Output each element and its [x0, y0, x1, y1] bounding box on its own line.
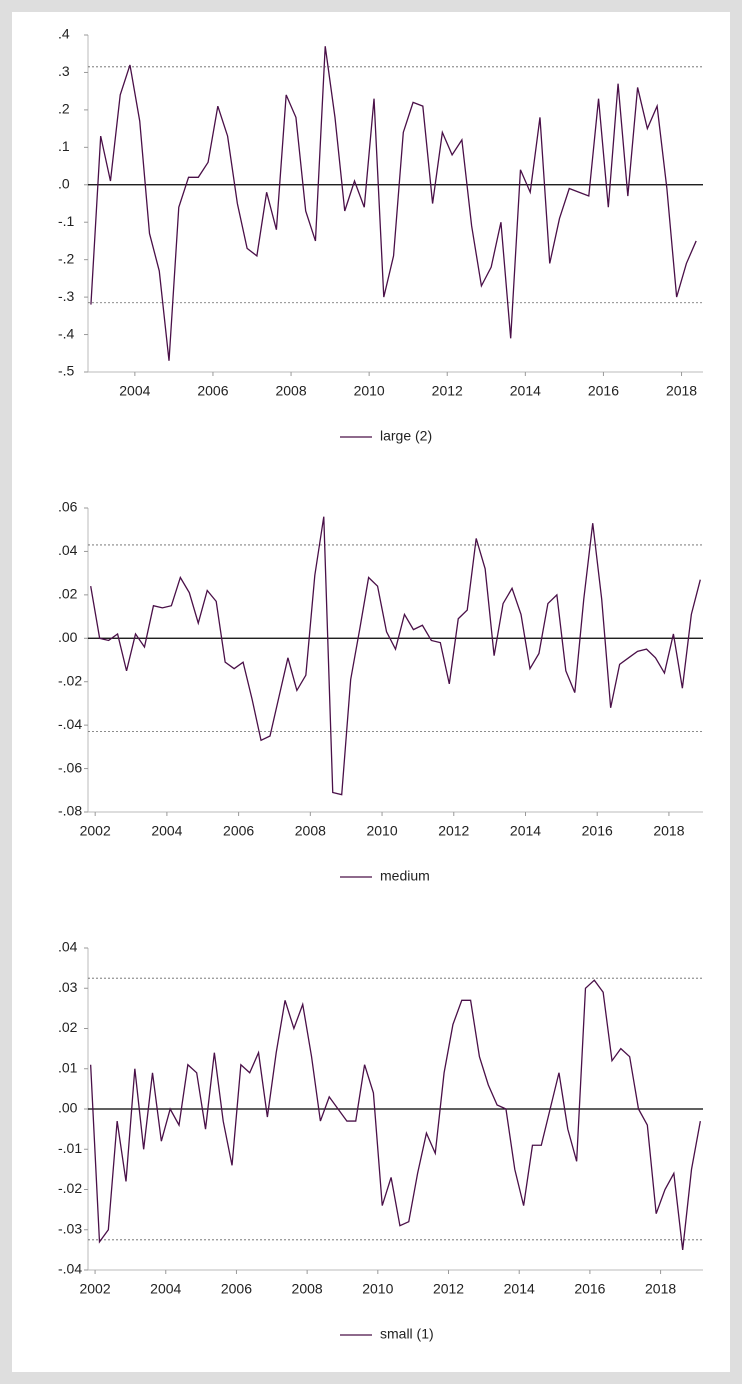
y-tick-label: .00: [58, 1100, 78, 1116]
y-tick-label: .00: [58, 629, 78, 645]
y-tick-label: .04: [58, 542, 78, 558]
x-tick-label: 2010: [366, 823, 397, 839]
x-tick-label: 2012: [433, 1281, 464, 1297]
legend-label: large (2): [380, 428, 432, 444]
y-tick-label: -.03: [58, 1220, 82, 1236]
y-tick-label: .04: [58, 939, 78, 955]
x-tick-label: 2004: [150, 1281, 181, 1297]
x-tick-label: 2016: [582, 823, 613, 839]
x-tick-label: 2018: [653, 823, 684, 839]
y-tick-label: .03: [58, 979, 78, 995]
series-line: [90, 46, 697, 361]
x-tick-label: 2010: [354, 383, 385, 399]
x-tick-label: 2004: [119, 383, 150, 399]
x-tick-label: 2006: [223, 823, 254, 839]
y-tick-label: -.5: [58, 363, 75, 379]
y-tick-label: -.06: [58, 759, 82, 775]
y-tick-label: .01: [58, 1059, 78, 1075]
x-tick-label: 2008: [295, 823, 326, 839]
x-tick-label: 2016: [588, 383, 619, 399]
legend-label: small (1): [380, 1326, 434, 1342]
series-line: [90, 516, 701, 796]
x-tick-label: 2008: [275, 383, 306, 399]
y-tick-label: -.1: [58, 213, 75, 229]
x-tick-label: 2014: [510, 823, 541, 839]
y-tick-label: .02: [58, 1019, 78, 1035]
y-tick-label: -.02: [58, 672, 82, 688]
y-tick-label: -.4: [58, 325, 75, 341]
y-tick-label: -.01: [58, 1140, 82, 1156]
x-tick-label: 2008: [292, 1281, 323, 1297]
y-tick-label: .02: [58, 586, 78, 602]
x-tick-label: 2004: [151, 823, 182, 839]
x-tick-label: 2002: [80, 823, 111, 839]
canvas: [12, 12, 730, 1372]
x-tick-label: 2016: [574, 1281, 605, 1297]
y-tick-label: .1: [58, 138, 70, 154]
x-tick-label: 2006: [221, 1281, 252, 1297]
y-tick-label: -.04: [58, 1261, 82, 1277]
y-tick-label: .06: [58, 499, 78, 515]
y-tick-label: -.04: [58, 716, 82, 732]
x-tick-label: 2012: [432, 383, 463, 399]
legend-label: medium: [380, 868, 430, 884]
y-tick-label: .2: [58, 101, 70, 117]
x-tick-label: 2010: [362, 1281, 393, 1297]
x-tick-label: 2006: [197, 383, 228, 399]
y-tick-label: -.2: [58, 250, 75, 266]
series-line: [90, 979, 701, 1250]
y-tick-label: -.08: [58, 803, 82, 819]
x-tick-label: 2014: [510, 383, 541, 399]
x-tick-label: 2018: [666, 383, 697, 399]
x-tick-label: 2014: [504, 1281, 535, 1297]
y-tick-label: .3: [58, 63, 70, 79]
x-tick-label: 2018: [645, 1281, 676, 1297]
y-tick-label: -.3: [58, 288, 75, 304]
x-tick-label: 2012: [438, 823, 469, 839]
y-tick-label: -.02: [58, 1180, 82, 1196]
y-tick-label: .0: [58, 175, 70, 191]
y-tick-label: .4: [58, 26, 70, 42]
x-tick-label: 2002: [79, 1281, 110, 1297]
